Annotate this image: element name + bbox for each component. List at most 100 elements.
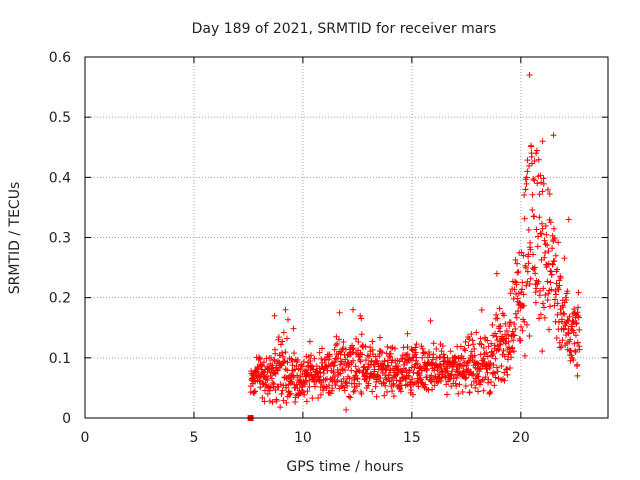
- data-point: [397, 388, 404, 395]
- data-point: [358, 315, 365, 322]
- data-point: [387, 353, 394, 360]
- data-point: [540, 285, 547, 292]
- data-point: [533, 285, 540, 292]
- data-point: [277, 404, 284, 411]
- data-point: [506, 323, 513, 330]
- data-point: [535, 278, 542, 285]
- data-point: [574, 372, 581, 379]
- data-point: [494, 315, 501, 322]
- data-point: [504, 371, 511, 378]
- data-point: [528, 153, 535, 160]
- data-point: [433, 346, 440, 353]
- data-point: [404, 351, 411, 358]
- y-tick-label: 0.4: [49, 170, 71, 186]
- data-point: [300, 389, 307, 396]
- data-point: [514, 260, 521, 267]
- data-point: [444, 391, 451, 398]
- data-point: [371, 361, 378, 368]
- data-point: [513, 281, 520, 288]
- data-point: [462, 383, 469, 390]
- data-point: [531, 264, 538, 271]
- data-point: [471, 345, 478, 352]
- data-point: [275, 334, 282, 341]
- data-point: [343, 406, 350, 413]
- data-point: [547, 219, 554, 226]
- data-point: [466, 336, 473, 343]
- data-point: [269, 379, 276, 386]
- data-point: [341, 384, 348, 391]
- data-point: [530, 251, 537, 258]
- data-point: [502, 320, 509, 327]
- data-point: [317, 391, 324, 398]
- data-point: [307, 362, 314, 369]
- data-point: [277, 381, 284, 388]
- data-point: [545, 290, 552, 297]
- data-point: [359, 351, 366, 358]
- data-point: [492, 330, 499, 337]
- data-point: [569, 323, 575, 330]
- data-point: [286, 391, 293, 398]
- data-point: [389, 388, 396, 395]
- data-point: [366, 353, 373, 360]
- data-point: [574, 339, 581, 346]
- data-point: [405, 372, 412, 379]
- data-point: [410, 391, 417, 398]
- data-point: [332, 342, 339, 349]
- data-point: [331, 362, 338, 369]
- data-point: [281, 358, 288, 365]
- data-point: [559, 337, 566, 344]
- data-point: [334, 355, 341, 362]
- data-point: [410, 369, 417, 376]
- data-point: [536, 191, 543, 198]
- y-tick-label: 0.2: [49, 291, 71, 307]
- data-point: [524, 321, 531, 328]
- data-point: [334, 377, 341, 384]
- data-point: [409, 375, 416, 382]
- data-point: [532, 289, 539, 296]
- data-point: [261, 398, 268, 405]
- data-point: [570, 357, 577, 364]
- data-point: [498, 362, 505, 369]
- data-points: [247, 72, 583, 421]
- data-point: [381, 358, 388, 365]
- data-point: [332, 382, 339, 389]
- data-point: [271, 356, 278, 363]
- data-point: [529, 206, 536, 213]
- data-point: [415, 383, 422, 390]
- data-point: [511, 286, 518, 293]
- data-point: [282, 306, 289, 313]
- data-point: [478, 341, 485, 348]
- data-point: [550, 132, 557, 139]
- data-point: [532, 270, 539, 277]
- data-point: [539, 138, 546, 145]
- y-tick-label: 0.5: [49, 110, 71, 126]
- data-point: [385, 371, 392, 378]
- data-point: [571, 306, 578, 313]
- data-point: [279, 338, 286, 345]
- data-point: [566, 313, 573, 320]
- data-point: [554, 300, 561, 307]
- data-point: [384, 343, 391, 350]
- data-point: [352, 363, 359, 370]
- data-point: [394, 370, 401, 377]
- data-point: [523, 174, 530, 181]
- data-point: [521, 352, 528, 359]
- data-point: [559, 316, 566, 323]
- data-point: [462, 375, 469, 382]
- data-point: [491, 342, 498, 349]
- y-axis-label: SRMTID / TECUs: [7, 182, 23, 295]
- data-point: [555, 286, 562, 293]
- data-point: [318, 355, 325, 362]
- data-point: [542, 223, 549, 230]
- data-point: [418, 343, 425, 350]
- data-point: [519, 279, 526, 286]
- data-point: [522, 264, 529, 271]
- data-point: [316, 349, 323, 356]
- data-point: [538, 230, 545, 237]
- data-point: [521, 215, 528, 222]
- data-point: [540, 175, 547, 182]
- data-point: [336, 336, 343, 343]
- data-point: [561, 311, 568, 318]
- data-point: [465, 366, 472, 373]
- data-point: [539, 348, 546, 355]
